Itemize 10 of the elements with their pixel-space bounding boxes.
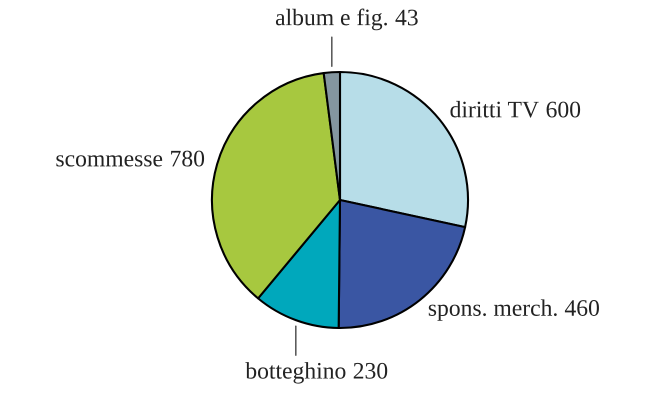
- data-label: 780: [171, 150, 204, 167]
- data-label: 230: [354, 362, 388, 379]
- slice-label: scommesse: [56, 155, 162, 167]
- slice-label: diritti TV: [450, 100, 539, 118]
- data-label: 43: [395, 10, 418, 26]
- slice-label: botteghino: [245, 362, 346, 384]
- slice-label: album e fig.: [276, 8, 387, 30]
- data-label: 460: [564, 300, 599, 316]
- slice-label: spons. merch.: [428, 299, 557, 321]
- data-label: 600: [546, 102, 580, 118]
